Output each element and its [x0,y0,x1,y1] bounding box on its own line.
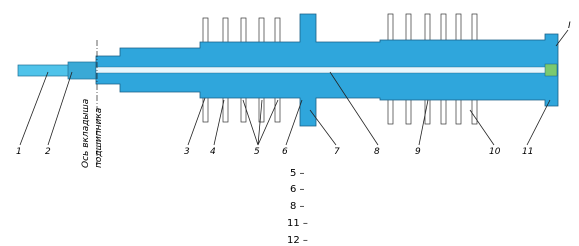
label: 11 – [287,218,308,229]
central-bore [96,67,546,73]
label: 6 [282,147,288,157]
bearing-axis-label: подшипника [94,108,104,168]
bearing-axis-label: Ось вкладыша [81,99,91,168]
label: 3 [184,147,190,157]
label: 1 [16,147,22,157]
label: 8 – [290,201,305,212]
label: 10 [489,147,501,157]
label: 4 [210,147,216,157]
label: 7 [334,147,340,157]
label: 8 [374,147,380,157]
label: 2 [45,147,51,157]
label: 6 – [290,184,305,195]
label: 5 [254,147,260,157]
label: 9 [415,147,421,157]
shaft-coupling [68,62,96,79]
label: I [568,21,571,31]
end-plug [545,64,557,76]
label: 12 – [287,235,308,246]
label: 11 [522,147,533,157]
label: 5 – [290,168,305,179]
legend: 5 – 6 – 8 – 11 – 12 – [287,168,308,246]
turbine-rotor-drawing: Ось вкладыша подшипника 1 2 3 4 5 6 7 8 … [0,0,579,246]
shaft-end [18,65,70,76]
